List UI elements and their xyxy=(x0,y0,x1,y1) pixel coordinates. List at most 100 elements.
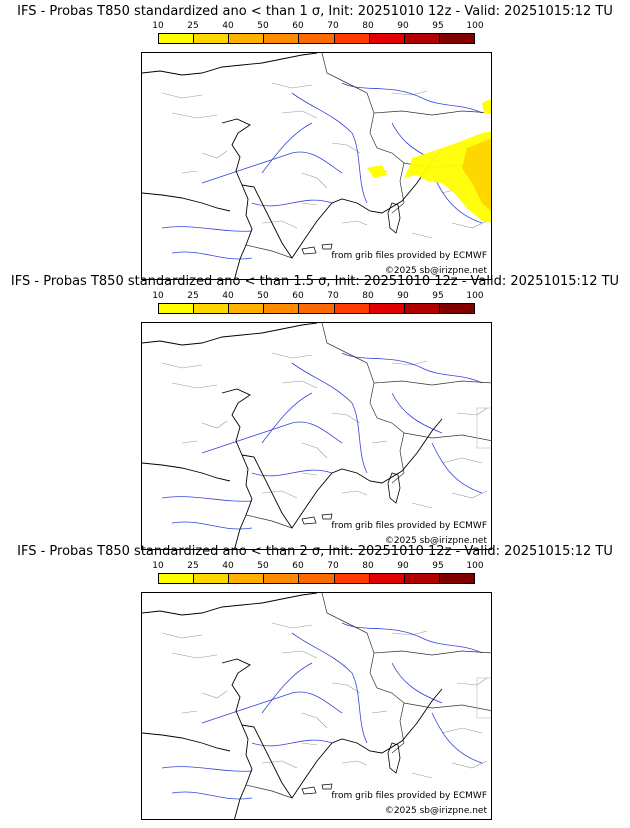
colorbar-tick-label: 50 xyxy=(257,561,269,571)
map-panel-2: IFS - Probas T850 standardized ano < tha… xyxy=(0,274,630,550)
probability-area-25 xyxy=(462,138,491,212)
corsica-outline xyxy=(387,202,401,234)
colorbar-tick-label: 60 xyxy=(292,291,304,301)
colorbar-labels: 10 25 40 50 60 70 80 90 95 100 xyxy=(152,21,490,33)
coastline xyxy=(142,53,443,279)
colorbar-tick-label: 95 xyxy=(432,561,444,571)
coastline xyxy=(142,593,443,819)
colorbar-tick-label: 40 xyxy=(222,291,234,301)
copyright-text: ©2025 sb@irizpne.net xyxy=(384,806,487,816)
colorbar-tick-label: 40 xyxy=(222,21,234,31)
rivers xyxy=(161,622,483,800)
colorbar-segment xyxy=(264,574,300,583)
rivers xyxy=(161,82,483,260)
map-panel-3: IFS - Probas T850 standardized ano < tha… xyxy=(0,544,630,820)
colorbar-segment xyxy=(334,34,370,43)
colorbar-tick-label: 50 xyxy=(257,291,269,301)
colorbar-segment xyxy=(334,304,370,313)
colorbar-segment xyxy=(299,304,335,313)
colorbar-tick-label: 10 xyxy=(152,561,164,571)
balearic-outline xyxy=(301,243,333,255)
colorbar-segment xyxy=(439,574,474,583)
colorbar-tick-label: 80 xyxy=(362,21,374,31)
colorbar-tick-label: 90 xyxy=(397,561,409,571)
colorbar-tick-label: 60 xyxy=(292,21,304,31)
colorbar-tick-label: 70 xyxy=(327,291,339,301)
colorbar-segment xyxy=(159,574,195,583)
rivers xyxy=(161,352,483,530)
colorbar-tick-label: 100 xyxy=(466,561,484,571)
country-borders xyxy=(245,593,491,799)
colorbar-segment xyxy=(159,304,195,313)
map-svg xyxy=(142,53,491,279)
colorbar-tick-label: 95 xyxy=(432,21,444,31)
copyright-text: ©2025 sb@irizpne.net xyxy=(384,266,487,276)
colorbar-segment xyxy=(264,304,300,313)
colorbar-tick-label: 60 xyxy=(292,561,304,571)
country-borders xyxy=(245,53,491,259)
colorbar-segment xyxy=(439,34,474,43)
balearic-outline xyxy=(301,513,333,525)
colorbar-segment xyxy=(369,34,405,43)
colorbar-segment xyxy=(194,574,230,583)
alps-relief xyxy=(476,677,491,719)
probability-area-10-west xyxy=(367,165,387,178)
alps-relief xyxy=(476,407,491,449)
colorbar-segment xyxy=(159,34,195,43)
probability-area-10-north xyxy=(482,98,491,115)
colorbar-segment xyxy=(404,34,440,43)
corsica-outline xyxy=(387,742,401,774)
colorbar-segment xyxy=(369,574,405,583)
map-panel-1: IFS - Probas T850 standardized ano < tha… xyxy=(0,4,630,280)
colorbar-segment xyxy=(194,34,230,43)
colorbar-segment xyxy=(404,574,440,583)
colorbar-segment xyxy=(299,34,335,43)
country-borders xyxy=(245,323,491,529)
panel-title: IFS - Probas T850 standardized ano < tha… xyxy=(10,274,620,289)
colorbar-tick-label: 100 xyxy=(466,21,484,31)
colorbar-tick-label: 95 xyxy=(432,291,444,301)
panel-title: IFS - Probas T850 standardized ano < tha… xyxy=(17,544,613,559)
colorbar-tick-label: 80 xyxy=(362,561,374,571)
panel-title: IFS - Probas T850 standardized ano < tha… xyxy=(17,4,613,19)
coastline xyxy=(142,323,443,549)
colorbar-segment xyxy=(194,304,230,313)
colorbar-tick-label: 10 xyxy=(152,21,164,31)
colorbar-tick-label: 10 xyxy=(152,291,164,301)
colorbar-segment xyxy=(369,304,405,313)
copyright-text: ©2025 sb@irizpne.net xyxy=(384,536,487,546)
colorbar-segment xyxy=(334,574,370,583)
colorbar-tick-label: 90 xyxy=(397,21,409,31)
map-svg xyxy=(142,593,491,819)
credit-text: from grib files provided by ECMWF xyxy=(331,791,487,801)
colorbar-labels: 10 25 40 50 60 70 80 90 95 100 xyxy=(152,561,490,573)
corsica-outline xyxy=(387,472,401,504)
credit-text: from grib files provided by ECMWF xyxy=(331,251,487,261)
colorbar-segment xyxy=(439,304,474,313)
colorbar-tick-label: 70 xyxy=(327,21,339,31)
credit-text: from grib files provided by ECMWF xyxy=(331,521,487,531)
colorbar-segment xyxy=(229,34,265,43)
map-frame: from grib files provided by ECMWF ©2025 … xyxy=(141,322,492,550)
map-svg xyxy=(142,323,491,549)
map-frame: from grib files provided by ECMWF ©2025 … xyxy=(141,592,492,820)
colorbar-tick-label: 25 xyxy=(187,561,199,571)
map-frame: from grib files provided by ECMWF ©2025 … xyxy=(141,52,492,280)
colorbar xyxy=(158,303,475,314)
colorbar-segment xyxy=(229,304,265,313)
colorbar xyxy=(158,33,475,44)
balearic-outline xyxy=(301,783,333,795)
colorbar-tick-label: 40 xyxy=(222,561,234,571)
colorbar-tick-label: 25 xyxy=(187,291,199,301)
colorbar-tick-label: 80 xyxy=(362,291,374,301)
colorbar-tick-label: 70 xyxy=(327,561,339,571)
colorbar-tick-label: 90 xyxy=(397,291,409,301)
colorbar-tick-label: 25 xyxy=(187,21,199,31)
colorbar-segment xyxy=(299,574,335,583)
colorbar-segment xyxy=(264,34,300,43)
colorbar-tick-label: 50 xyxy=(257,21,269,31)
colorbar-tick-label: 100 xyxy=(466,291,484,301)
colorbar-segment xyxy=(229,574,265,583)
colorbar-labels: 10 25 40 50 60 70 80 90 95 100 xyxy=(152,291,490,303)
colorbar-segment xyxy=(404,304,440,313)
